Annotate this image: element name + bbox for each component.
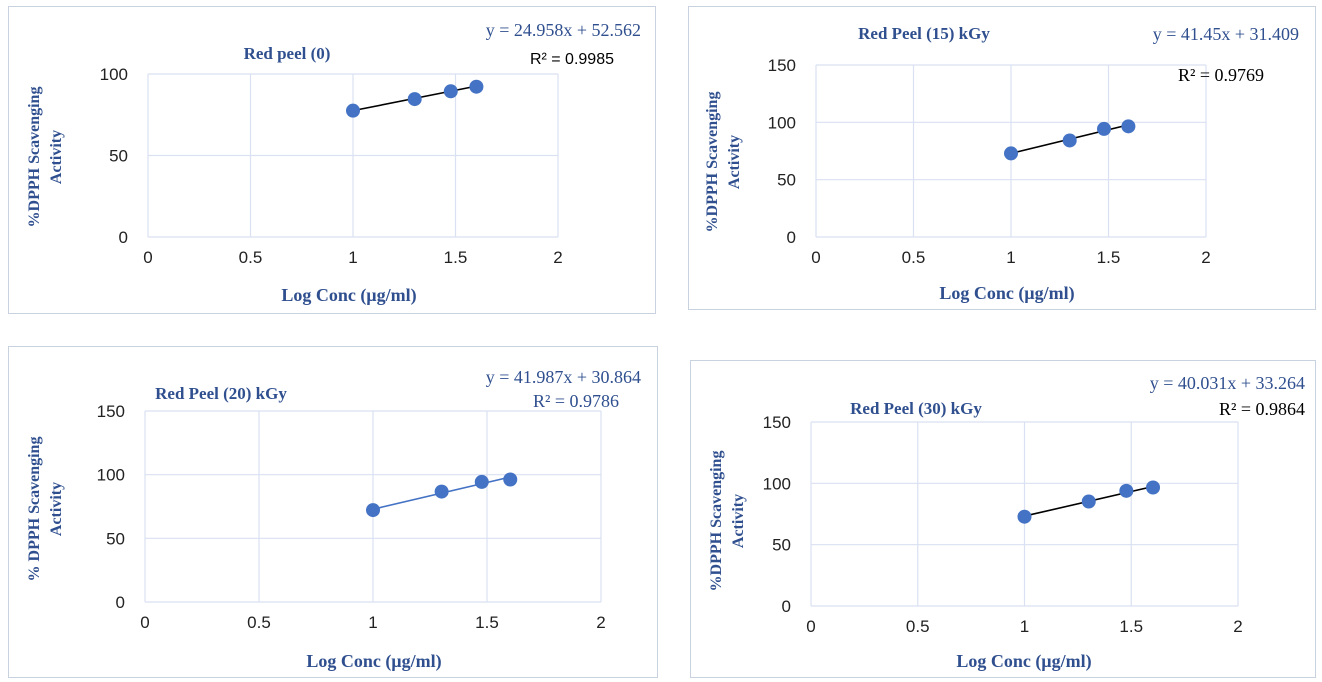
chart-panel-red-peel-30: 0 0.5 1 1.5 2 0 50 100 150 Red Peel (30) kGy y = 4… [690, 360, 1316, 678]
chart1-y-tick-label-0: 0 [787, 228, 796, 247]
chart0-r-squared: R² = 0.9985 [530, 51, 614, 68]
chart0-x-axis-label: Log Conc (µg/ml) [281, 285, 416, 306]
chart1-y-tick-label-2: 100 [768, 113, 796, 132]
chart0-data-point-2 [443, 84, 458, 99]
chart2-title: Red Peel (20) kGy [155, 384, 287, 403]
chart1-x-tick-label-2: 1 [1006, 248, 1015, 267]
chart3-y-tick-label-2: 100 [763, 474, 791, 493]
chart2-y-axis-label-line-0: % DPPH Scavenging [26, 437, 43, 582]
chart1-y-axis-label-line-0: %DPPH Scavenging [704, 92, 721, 233]
chart3-x-tick-label-3: 1.5 [1119, 617, 1143, 636]
chart0-data-point-0 [346, 103, 360, 118]
chart3-y-tick-label-0: 0 [782, 597, 791, 616]
chart3-data-point-3 [1146, 480, 1161, 495]
chart0-y-tick-label-0: 0 [119, 228, 128, 247]
chart1-data-point-0 [1004, 146, 1018, 161]
chart1-y-axis-label-line-1: Activity [726, 135, 743, 189]
chart2-x-tick-label-1: 0.5 [247, 613, 271, 632]
chart1-equation: y = 41.45x + 31.409 [1153, 24, 1299, 44]
chart2-y-axis-label: % DPPH Scavenging Activity [26, 437, 65, 582]
chart1-data-point-2 [1097, 121, 1112, 136]
chart3-y-axis-label-line-1: Activity [730, 494, 747, 548]
chart2-x-axis-label: Log Conc (µg/ml) [306, 651, 441, 672]
chart1-y-axis-label: %DPPH Scavenging Activity [704, 92, 743, 233]
chart2-r-squared: R² = 0.9786 [533, 391, 619, 411]
chart3-data-point-1 [1081, 494, 1096, 509]
chart3-x-tick-label-1: 0.5 [906, 617, 930, 636]
chart0-data-point-1 [407, 92, 422, 107]
chart2-x-tick-label-2: 1 [368, 613, 377, 632]
chart3-title: Red Peel (30) kGy [850, 399, 982, 418]
chart-svg-red-peel-30: 0 0.5 1 1.5 2 0 50 100 150 Red Peel (30) kGy y = 4… [708, 373, 1305, 672]
chart1-x-tick-label-0: 0 [811, 248, 820, 267]
chart0-y-tick-label-1: 50 [109, 147, 128, 166]
chart1-x-axis-label: Log Conc (µg/ml) [939, 283, 1074, 304]
chart1-x-tick-label-4: 2 [1201, 248, 1210, 267]
chart-panel-red-peel-20: 0 0.5 1 1.5 2 0 50 100 150 Red Peel (20) kGy y = 4… [8, 346, 658, 678]
chart-panel-red-peel-0: 0 0.5 1 1.5 2 0 50 100 Red peel (0) y = 24.958x +… [8, 6, 656, 314]
chart3-y-tick-label-3: 150 [763, 413, 791, 432]
chart1-title: Red Peel (15) kGy [858, 24, 990, 43]
chart2-x-tick-label-4: 2 [596, 613, 605, 632]
chart3-data-point-0 [1017, 509, 1032, 524]
chart2-y-tick-label-1: 50 [106, 529, 125, 548]
chart1-data-point-1 [1062, 133, 1077, 148]
chart3-r-squared: R² = 0.9864 [1219, 399, 1305, 419]
chart0-x-tick-label-2: 1 [348, 248, 357, 267]
chart0-x-tick-label-0: 0 [143, 248, 152, 267]
chart1-y-tick-label-3: 150 [768, 56, 796, 75]
chart2-x-tick-label-3: 1.5 [475, 613, 499, 632]
chart3-y-tick-label-1: 50 [772, 536, 791, 555]
chart3-x-axis-label: Log Conc (µg/ml) [956, 651, 1091, 672]
chart0-title: Red peel (0) [244, 44, 331, 63]
chart0-x-tick-label-1: 0.5 [239, 248, 263, 267]
chart1-data-point-3 [1121, 119, 1136, 134]
chart0-y-axis-label-line-1: Activity [48, 130, 65, 184]
chart2-y-tick-label-0: 0 [116, 593, 125, 612]
chart0-x-tick-label-4: 2 [553, 248, 562, 267]
chart2-data-point-3 [503, 472, 518, 487]
chart-svg-red-peel-20: 0 0.5 1 1.5 2 0 50 100 150 Red Peel (20) kGy y = 4… [26, 367, 641, 672]
chart2-x-tick-label-0: 0 [140, 613, 149, 632]
chart-panel-red-peel-15: 0 0.5 1 1.5 2 0 50 100 150 Red Peel (15) kGy y = 4… [688, 6, 1316, 310]
chart2-y-tick-label-3: 150 [97, 402, 125, 421]
chart2-y-axis-label-line-1: Activity [48, 482, 65, 536]
chart0-y-axis-label: %DPPH Scavenging Activity [26, 87, 65, 228]
chart1-r-squared: R² = 0.9769 [1178, 65, 1264, 85]
chart0-y-axis-label-line-0: %DPPH Scavenging [26, 87, 43, 228]
chart2-data-point-1 [434, 484, 449, 499]
chart0-y-tick-label-2: 100 [100, 65, 128, 84]
chart1-x-tick-label-1: 0.5 [902, 248, 926, 267]
chart3-y-axis-label-line-0: %DPPH Scavenging [708, 451, 725, 592]
chart3-data-point-2 [1119, 483, 1134, 498]
chart3-x-tick-label-2: 1 [1020, 617, 1029, 636]
chart1-y-tick-label-1: 50 [777, 171, 796, 190]
chart0-data-point-3 [469, 79, 484, 94]
chart3-y-axis-label: %DPPH Scavenging Activity [708, 451, 747, 592]
chart3-x-tick-label-4: 2 [1233, 617, 1242, 636]
chart2-data-point-2 [474, 474, 489, 489]
chart3-x-tick-label-0: 0 [806, 617, 815, 636]
chart2-equation: y = 41.987x + 30.864 [486, 367, 641, 387]
chart0-equation: y = 24.958x + 52.562 [486, 20, 641, 40]
chart1-x-tick-label-3: 1.5 [1097, 248, 1121, 267]
chart2-data-point-0 [366, 503, 380, 518]
chart2-y-tick-label-2: 100 [97, 466, 125, 485]
chart0-x-tick-label-3: 1.5 [444, 248, 468, 267]
chart-svg-red-peel-15: 0 0.5 1 1.5 2 0 50 100 150 Red Peel (15) kGy y = 4… [704, 24, 1299, 304]
chart3-equation: y = 40.031x + 33.264 [1150, 373, 1305, 393]
chart-svg-red-peel-0: 0 0.5 1 1.5 2 0 50 100 Red peel (0) y = 24.958x +… [26, 20, 641, 306]
